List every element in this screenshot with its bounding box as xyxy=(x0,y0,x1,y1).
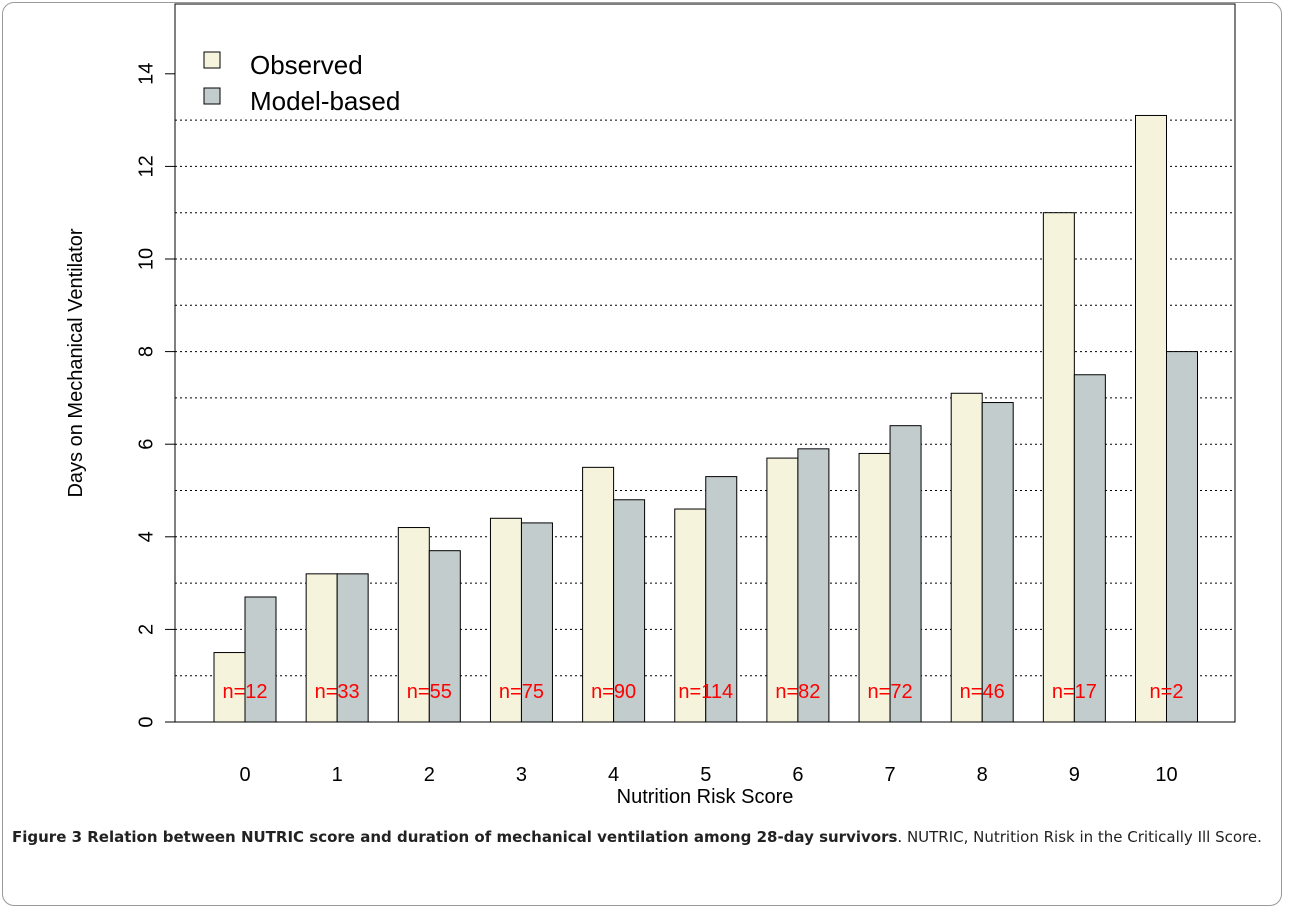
y-tick-label: 8 xyxy=(135,346,157,357)
x-tick-label: 5 xyxy=(700,764,711,786)
bar-model-based-0 xyxy=(244,596,277,723)
legend-swatch-model-based xyxy=(203,87,221,105)
bar-observed-6 xyxy=(766,457,799,723)
x-axis-label: Nutrition Risk Score xyxy=(617,786,794,808)
x-tick-label: 0 xyxy=(239,764,250,786)
y-tick-label: 10 xyxy=(135,248,157,270)
bar-model-based-3 xyxy=(520,522,553,723)
bar-model-based-6 xyxy=(797,448,830,723)
y-axis: 0 2 4 6 8 10 12 14 xyxy=(135,63,175,728)
sample-size-label: n=12 xyxy=(222,681,267,703)
sample-size-label: n=33 xyxy=(315,681,360,703)
x-tick-label: 4 xyxy=(608,764,619,786)
sample-size-label: n=46 xyxy=(960,681,1005,703)
y-tick-label: 12 xyxy=(135,155,157,177)
bar-model-based-10 xyxy=(1166,351,1198,723)
caption-title: Figure 3 Relation between NUTRIC score a… xyxy=(12,828,898,846)
sample-size-label: n=55 xyxy=(407,681,452,703)
y-tick-label: 4 xyxy=(135,531,157,542)
legend-label-model-based: Model-based xyxy=(250,86,400,116)
y-tick-label: 14 xyxy=(135,63,157,85)
caption-text: . NUTRIC, Nutrition Risk in the Critical… xyxy=(897,828,1262,846)
x-tick-label: 2 xyxy=(424,764,435,786)
x-axis: 0 1 2 3 4 5 6 7 8 9 10 xyxy=(239,764,1177,786)
sample-size-label: n=90 xyxy=(591,681,636,703)
y-axis-label: Days on Mechanical Ventilator xyxy=(65,228,87,497)
x-tick-label: 3 xyxy=(516,764,527,786)
bars xyxy=(213,114,1198,723)
bar-model-based-9 xyxy=(1073,374,1106,723)
figure-caption: Figure 3 Relation between NUTRIC score a… xyxy=(12,826,1278,848)
bar-observed-1 xyxy=(305,573,338,723)
bar-model-based-5 xyxy=(705,476,738,723)
x-tick-label: 9 xyxy=(1069,764,1080,786)
bar-observed-2 xyxy=(397,527,430,723)
sample-size-label: n=114 xyxy=(678,681,733,703)
legend-label-observed: Observed xyxy=(250,50,363,80)
bar-model-based-2 xyxy=(428,550,461,723)
bar-model-based-8 xyxy=(981,402,1014,723)
sample-size-label: n=2 xyxy=(1150,681,1184,703)
x-tick-label: 7 xyxy=(884,764,895,786)
bar-observed-9 xyxy=(1042,212,1075,723)
sample-size-label: n=75 xyxy=(499,681,544,703)
sample-size-labels: n=12 n=33 n=55 n=75 n=90 n=114 n=82 n=72 n=46 n=1… xyxy=(222,681,1183,703)
bar-model-based-4 xyxy=(613,499,646,723)
x-tick-label: 6 xyxy=(792,764,803,786)
legend: Observed Model-based xyxy=(203,50,400,116)
y-tick-label: 2 xyxy=(135,624,157,635)
bar-observed-5 xyxy=(674,508,707,723)
x-tick-label: 10 xyxy=(1155,764,1177,786)
sample-size-label: n=17 xyxy=(1052,681,1097,703)
sample-size-label: n=82 xyxy=(775,681,820,703)
legend-swatch-observed xyxy=(203,51,221,69)
x-tick-label: 1 xyxy=(332,764,343,786)
bar-observed-0 xyxy=(213,652,246,723)
bar-observed-10 xyxy=(1135,114,1167,723)
bar-observed-4 xyxy=(582,466,615,723)
bar-observed-7 xyxy=(858,452,891,723)
sample-size-label: n=72 xyxy=(868,681,913,703)
bar-observed-8 xyxy=(950,392,983,723)
x-tick-label: 8 xyxy=(977,764,988,786)
y-tick-label: 0 xyxy=(135,716,157,727)
bar-model-based-1 xyxy=(336,573,369,723)
bar-model-based-7 xyxy=(889,425,922,723)
y-tick-label: 6 xyxy=(135,439,157,450)
